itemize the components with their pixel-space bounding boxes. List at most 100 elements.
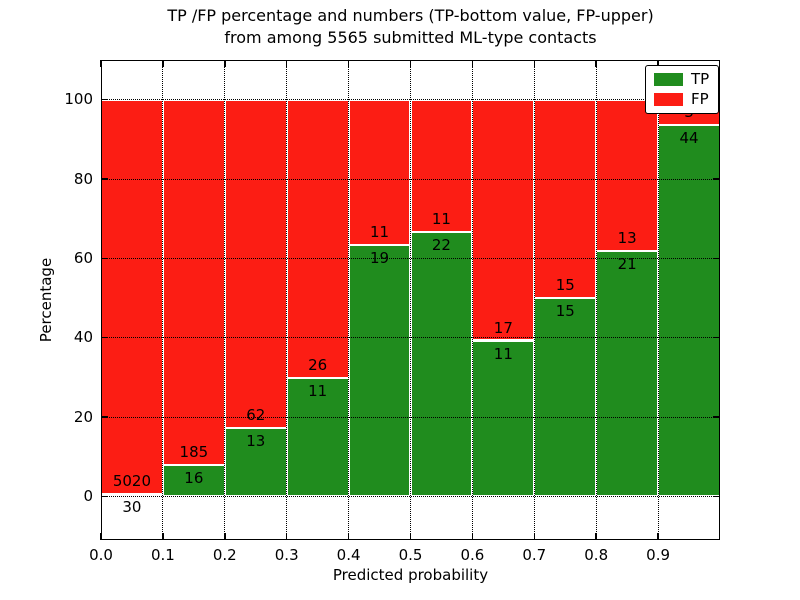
tp-count-label: 13 — [246, 431, 266, 450]
x-tick-mark — [162, 60, 164, 67]
y-tick-label: 20 — [73, 407, 93, 426]
fp-count-label: 15 — [555, 276, 575, 295]
tp-bar — [534, 298, 597, 497]
x-tick-mark — [347, 533, 350, 540]
tp-count-label: 30 — [122, 498, 142, 517]
fp-count-label: 17 — [493, 318, 513, 337]
x-tick-label: 0.6 — [460, 546, 485, 564]
fp-count-label: 11 — [431, 209, 451, 228]
y-tick-mark — [713, 495, 720, 498]
x-tick-label: 0.1 — [150, 546, 175, 564]
y-tick-label: 60 — [73, 248, 93, 267]
x-tick-mark — [409, 533, 412, 540]
tp-count-label: 44 — [679, 128, 699, 147]
y-tick-mark — [101, 336, 108, 339]
x-tick-mark — [471, 533, 474, 540]
y-tick-label: 80 — [73, 169, 93, 188]
tp-count-label: 11 — [493, 344, 513, 363]
x-tick-label: 0.2 — [212, 546, 237, 564]
legend-label-fp: FP — [691, 90, 709, 108]
x-gridline — [657, 60, 659, 540]
fp-count-label: 185 — [179, 442, 209, 461]
tp-count-label: 19 — [370, 249, 390, 268]
tp-bar — [224, 427, 287, 497]
y-gridline — [101, 416, 720, 418]
x-tick-mark — [162, 533, 164, 540]
x-gridline — [595, 60, 597, 540]
x-tick-mark — [533, 60, 536, 67]
x-tick-mark — [100, 60, 102, 67]
x-tick-mark — [533, 533, 536, 540]
y-tick-mark — [101, 257, 108, 260]
fp-count-label: 26 — [308, 356, 328, 375]
plot-area: TP FP 5020 30 185 16 62 13 26 11 11 19 11 22 17 11 15 1… — [64, 60, 720, 564]
legend: TP FP — [645, 65, 720, 114]
legend-entry-tp: TP — [654, 72, 709, 87]
fp-count-label: 11 — [370, 223, 390, 242]
y-gridline — [101, 257, 720, 259]
y-tick-label: 0 — [83, 486, 93, 505]
chart-title-line2: from among 5565 submitted ML-type contac… — [224, 28, 597, 47]
y-gridline — [101, 337, 720, 339]
tp-bar — [596, 251, 659, 497]
x-tick-label: 0.3 — [274, 546, 299, 564]
tp-count-label: 22 — [431, 235, 451, 254]
fp-bar — [534, 99, 597, 298]
x-tick-label: 0.4 — [336, 546, 361, 564]
y-tick-mark — [713, 257, 720, 260]
x-tick-label: 0.8 — [584, 546, 609, 564]
chart-title: TP /FP percentage and numbers (TP-bottom… — [101, 5, 720, 49]
tp-bar — [348, 245, 411, 497]
x-tick-mark — [409, 60, 412, 67]
fp-bar — [596, 99, 659, 252]
y-tick-label: 100 — [64, 90, 93, 109]
x-tick-mark — [347, 60, 350, 67]
y-tick-mark — [713, 178, 720, 180]
x-tick-mark — [595, 60, 597, 67]
fp-bar — [224, 99, 287, 428]
x-tick-mark — [100, 533, 102, 540]
x-tick-mark — [657, 60, 659, 67]
legend-entry-fp: FP — [654, 92, 709, 107]
tp-count-label: 16 — [184, 468, 204, 487]
tp-bar — [472, 340, 535, 497]
x-gridline — [162, 60, 164, 540]
x-tick-mark — [285, 533, 288, 540]
y-gridline — [101, 495, 720, 497]
x-axis-label: Predicted probability — [332, 566, 489, 584]
tp-bar — [410, 231, 473, 497]
y-tick-mark — [101, 416, 108, 418]
y-gridline — [101, 99, 720, 101]
x-gridline — [348, 60, 350, 540]
fp-bar — [101, 99, 163, 494]
legend-label-tp: TP — [691, 70, 710, 88]
x-gridline — [533, 60, 535, 540]
legend-swatch-fp-icon — [654, 93, 683, 106]
y-tick-mark — [713, 336, 720, 339]
y-tick-mark — [101, 495, 108, 498]
x-tick-label: 0.9 — [646, 546, 671, 564]
y-tick-label: 40 — [73, 328, 93, 347]
x-tick-mark — [657, 533, 659, 540]
y-tick-mark — [101, 98, 108, 101]
y-tick-mark — [713, 416, 720, 418]
tp-count-label: 15 — [555, 302, 575, 321]
tp-bar — [162, 464, 225, 497]
x-tick-label: 0.7 — [522, 546, 547, 564]
fp-bar — [472, 99, 535, 341]
legend-swatch-tp-icon — [654, 73, 683, 86]
x-gridline — [410, 60, 411, 540]
x-tick-mark — [224, 533, 226, 540]
tp-count-label: 21 — [617, 255, 637, 274]
x-gridline — [286, 60, 288, 540]
x-gridline — [224, 60, 226, 540]
x-tick-mark — [285, 60, 288, 67]
chart-title-line1: TP /FP percentage and numbers (TP-bottom… — [167, 6, 654, 25]
x-gridline — [471, 60, 473, 540]
fp-bar — [162, 99, 225, 465]
x-tick-mark — [471, 60, 474, 67]
x-tick-label: 0.5 — [398, 546, 423, 564]
fp-count-label: 62 — [246, 405, 266, 424]
fp-count-label: 13 — [617, 229, 637, 248]
